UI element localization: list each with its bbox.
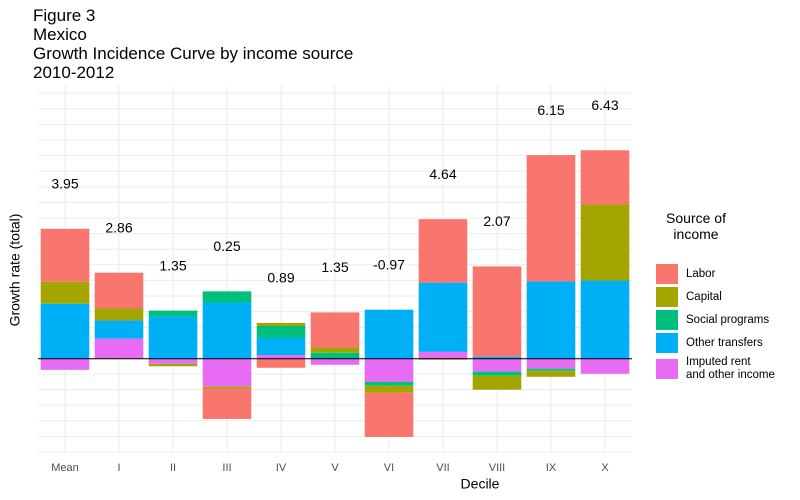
bar-segment bbox=[310, 358, 360, 365]
x-tick-label: VI bbox=[384, 462, 394, 474]
chart-title: Figure 3 Mexico Growth Incidence Curve b… bbox=[33, 6, 354, 82]
bar-segment bbox=[94, 338, 144, 359]
x-tick-label: IX bbox=[546, 462, 557, 474]
bar-segment bbox=[202, 386, 252, 389]
bar-segment bbox=[40, 228, 90, 282]
total-label: 1.35 bbox=[159, 257, 186, 273]
bar-segment bbox=[526, 155, 576, 282]
x-tick-label: III bbox=[222, 462, 231, 474]
bar-segment bbox=[580, 150, 630, 205]
bar-segment bbox=[526, 358, 576, 369]
legend-item: Social programs bbox=[656, 310, 775, 330]
bar-segment bbox=[256, 322, 306, 326]
legend-label: Imputed rent and other income bbox=[686, 356, 775, 381]
total-label: 1.35 bbox=[321, 259, 348, 275]
legend-swatch bbox=[656, 264, 678, 284]
bar-segment bbox=[202, 302, 252, 359]
total-label: 2.86 bbox=[105, 219, 132, 235]
bar-segment bbox=[94, 308, 144, 321]
x-tick-label: V bbox=[331, 462, 339, 474]
bar-segment bbox=[580, 358, 630, 374]
legend-label: Other transfers bbox=[686, 336, 763, 349]
bar-segment bbox=[256, 337, 306, 356]
bar-segment bbox=[472, 375, 522, 390]
bar-segment bbox=[310, 347, 360, 353]
bar-segment bbox=[472, 266, 522, 357]
legend-swatch bbox=[656, 333, 678, 353]
bar-segment bbox=[148, 358, 198, 364]
x-tick-label: X bbox=[601, 462, 609, 474]
bar-segment bbox=[472, 358, 522, 372]
x-tick-label: Mean bbox=[51, 462, 79, 474]
bar-segment bbox=[418, 282, 468, 352]
bar-segment bbox=[94, 320, 144, 339]
total-label: 4.64 bbox=[429, 166, 456, 182]
x-tick-label: II bbox=[170, 462, 176, 474]
total-label: -0.97 bbox=[373, 256, 405, 272]
x-tick-label: I bbox=[117, 462, 120, 474]
total-label: 3.95 bbox=[51, 175, 78, 191]
x-tick-label: VII bbox=[436, 462, 449, 474]
legend-swatch bbox=[656, 287, 678, 307]
bar-segment bbox=[94, 272, 144, 309]
legend-swatch bbox=[656, 359, 678, 379]
x-tick-label: IV bbox=[276, 462, 287, 474]
legend-item: Labor bbox=[656, 264, 775, 284]
y-axis-label: Growth rate (total) bbox=[7, 214, 23, 327]
bar-segment bbox=[40, 303, 90, 359]
legend-item: Imputed rent and other income bbox=[656, 356, 775, 382]
legend: Source of income Labor Capital Social prog… bbox=[656, 196, 775, 385]
bar-segment bbox=[526, 370, 576, 377]
bar-segment bbox=[202, 358, 252, 387]
total-label: 0.89 bbox=[267, 270, 294, 286]
total-label: 6.43 bbox=[591, 97, 618, 113]
bar-segment bbox=[256, 325, 306, 338]
bar-segment bbox=[310, 312, 360, 348]
bar-segment bbox=[202, 291, 252, 303]
bar-segment bbox=[364, 309, 414, 359]
bar-segment bbox=[40, 358, 90, 370]
bar-segment bbox=[364, 385, 414, 393]
legend-item: Capital bbox=[656, 287, 775, 307]
bar-segment bbox=[364, 381, 414, 386]
bar-segment bbox=[580, 204, 630, 281]
bar-segment bbox=[202, 388, 252, 419]
x-axis-label: Decile bbox=[461, 476, 500, 492]
bar-segment bbox=[526, 281, 576, 359]
legend-label: Labor bbox=[686, 267, 716, 280]
x-tick-label: VIII bbox=[489, 462, 506, 474]
bar-segment bbox=[148, 316, 198, 359]
total-label: 0.25 bbox=[213, 238, 240, 254]
legend-swatch bbox=[656, 310, 678, 330]
bar-segment bbox=[418, 351, 468, 359]
bar-segment bbox=[364, 358, 414, 382]
bar-segment bbox=[364, 392, 414, 437]
bar-segment bbox=[580, 280, 630, 359]
bar-segment bbox=[526, 368, 576, 371]
legend-label: Social programs bbox=[686, 313, 770, 326]
bar-segment bbox=[256, 355, 306, 359]
bar-segment bbox=[472, 371, 522, 376]
legend-title: Source of income bbox=[666, 210, 726, 242]
bar-segment bbox=[40, 281, 90, 304]
bar-segment bbox=[418, 219, 468, 283]
legend-item: Other transfers bbox=[656, 333, 775, 353]
bar-segment bbox=[310, 352, 360, 359]
bar-segment bbox=[148, 363, 198, 367]
total-label: 6.15 bbox=[537, 102, 564, 118]
bar-segment bbox=[472, 356, 522, 359]
total-label: 2.07 bbox=[483, 213, 510, 229]
bar-segment bbox=[148, 310, 198, 317]
legend-label: Capital bbox=[686, 290, 722, 303]
bar-segment bbox=[256, 358, 306, 368]
